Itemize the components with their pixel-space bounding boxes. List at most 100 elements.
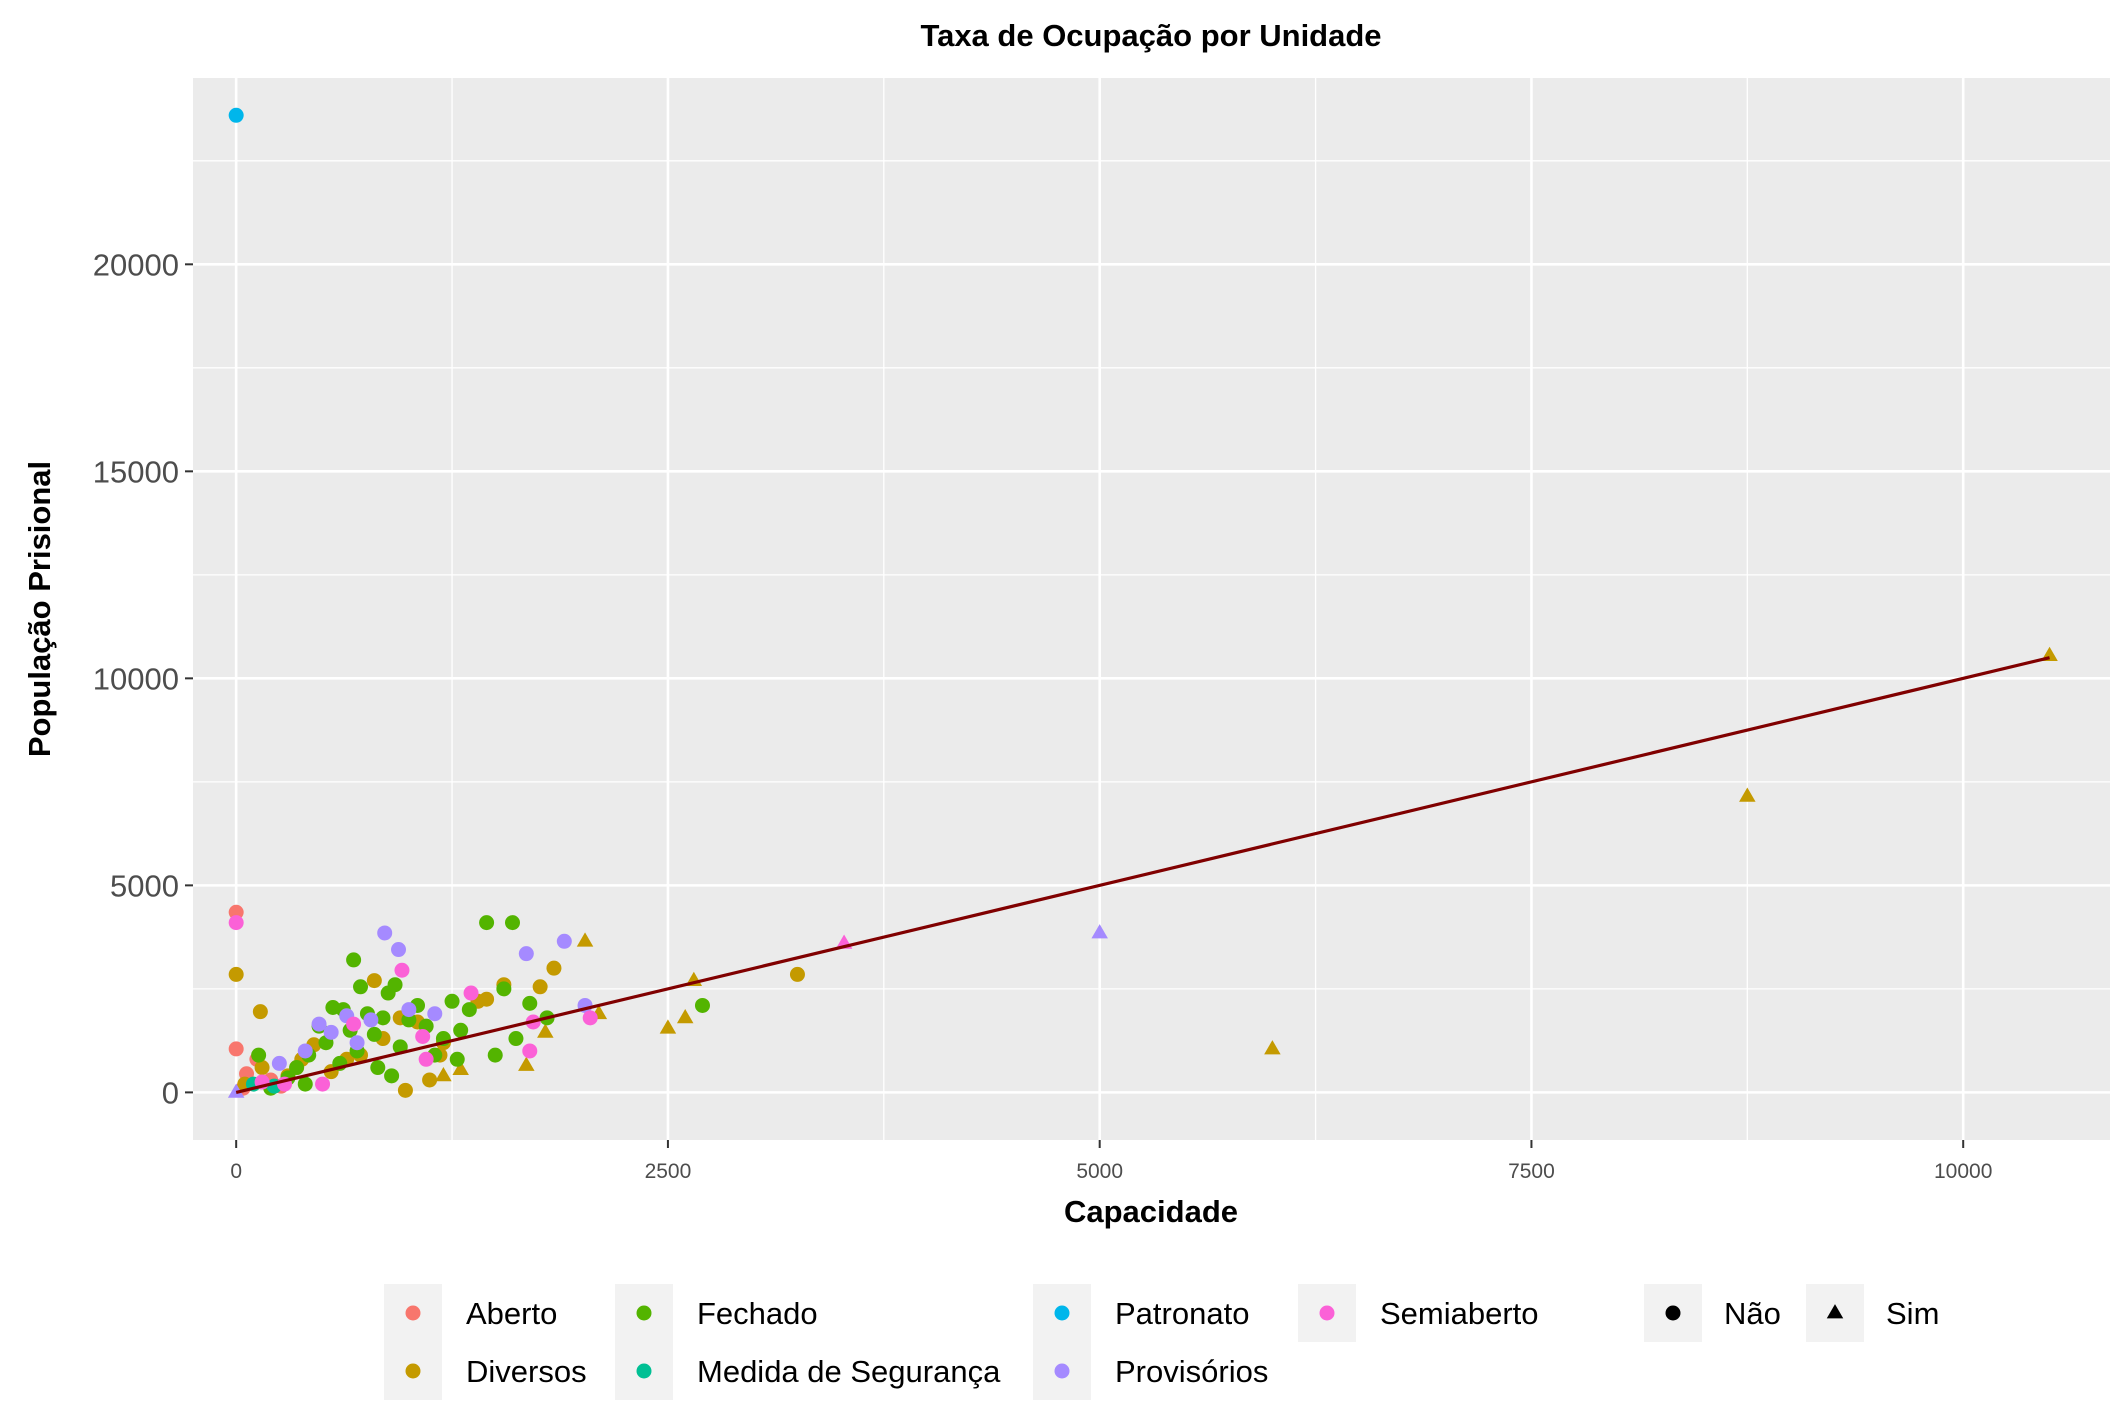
data-point [387, 977, 403, 993]
data-point [576, 932, 594, 947]
y-tick-label: 5000 [110, 868, 179, 903]
data-point [479, 991, 495, 1007]
data-point [452, 1060, 469, 1076]
data-point [377, 925, 393, 941]
y-tick-label: 10000 [93, 661, 179, 696]
legend-label: Diversos [466, 1354, 587, 1389]
data-point [659, 1019, 677, 1034]
data-point [384, 1068, 400, 1084]
data-point [1091, 924, 1108, 939]
legend-color-swatch [405, 1305, 421, 1321]
data-point [496, 981, 512, 997]
data-point [227, 1083, 245, 1098]
legend-label: Semiaberto [1380, 1296, 1539, 1331]
data-point [401, 1002, 417, 1018]
data-point [789, 966, 805, 982]
data-point [251, 1047, 267, 1063]
data-point [297, 1043, 313, 1059]
data-point [311, 1016, 327, 1032]
data-point [422, 1072, 438, 1088]
data-point [444, 993, 460, 1009]
data-point [1264, 1040, 1281, 1055]
data-point [1739, 787, 1756, 802]
legend-label: Sim [1886, 1296, 1939, 1331]
data-point [366, 1026, 382, 1042]
x-tick-label: 0 [230, 1160, 242, 1183]
grid-major [193, 78, 2110, 1140]
data-point [518, 1056, 535, 1071]
data-point [297, 1076, 313, 1092]
data-point [289, 1060, 305, 1076]
legend-item-medida-de-seguran-a: Medida de Segurança [615, 1342, 1001, 1400]
data-point [479, 915, 495, 931]
y-tick-label: 20000 [93, 247, 179, 282]
data-point [315, 1076, 331, 1092]
data-point [505, 915, 520, 931]
legend-item-n-o: Não [1644, 1284, 1781, 1342]
legend-color-swatch [1319, 1305, 1335, 1321]
data-point [449, 1051, 465, 1067]
data-point [487, 1047, 503, 1063]
data-point [415, 1028, 431, 1044]
trend-line [235, 656, 2050, 1094]
data-point [349, 1035, 365, 1051]
data-point [556, 933, 572, 949]
data-point [676, 1009, 694, 1024]
legend-item-semiaberto: Semiaberto [1298, 1284, 1539, 1342]
y-axis: 0 5000 10000 15000 20000 [93, 247, 193, 1110]
data-point [228, 904, 244, 920]
data-point [522, 1043, 538, 1059]
x-axis: 0 2500 5000 7500 10000 [230, 1140, 1992, 1183]
y-axis-title: População Prisional [22, 461, 57, 757]
legend-label: Fechado [697, 1296, 818, 1331]
legend-color-swatch [636, 1305, 652, 1321]
chart-title: Taxa de Ocupação por Unidade [920, 18, 1381, 53]
x-tick-label: 7500 [1508, 1160, 1555, 1183]
legend-item-provis-rios: Provisórios [1033, 1342, 1268, 1400]
data-point [518, 946, 534, 962]
data-point [228, 966, 244, 982]
y-tick-label: 0 [162, 1075, 179, 1110]
data-point [582, 1010, 598, 1026]
data-point [366, 973, 382, 989]
legend-color-swatch [1054, 1305, 1070, 1321]
legend-label: Medida de Segurança [697, 1354, 1001, 1389]
data-point [228, 915, 244, 931]
data-point [546, 960, 562, 976]
legend-item-diversos: Diversos [384, 1342, 587, 1400]
data-point [418, 1051, 434, 1067]
legend-color-swatch [405, 1363, 421, 1379]
data-point [346, 952, 362, 968]
legend-label: Aberto [466, 1296, 557, 1331]
legend-item-patronato: Patronato [1033, 1284, 1249, 1342]
data-point [394, 962, 410, 978]
data-point [463, 985, 479, 1001]
legend: Aberto Diversos Fechado Medida de Segurança… [384, 1284, 1939, 1400]
legend-item-fechado: Fechado [615, 1284, 818, 1342]
legend-label: Patronato [1115, 1296, 1249, 1331]
x-axis-title: Capacidade [1064, 1194, 1238, 1229]
data-point [391, 942, 407, 958]
data-point [435, 1066, 452, 1082]
data-point [271, 1055, 287, 1071]
data-point [427, 1006, 443, 1022]
legend-color-swatch [1054, 1363, 1070, 1379]
data-point [252, 1004, 268, 1020]
data-point [370, 1060, 386, 1076]
data-point [694, 997, 710, 1013]
data-point [346, 1016, 362, 1032]
x-tick-label: 5000 [1076, 1160, 1123, 1183]
data-point [537, 1023, 554, 1038]
data-point [532, 979, 548, 995]
data-point [508, 1031, 524, 1047]
x-tick-label: 10000 [1934, 1160, 1992, 1183]
legend-label: Não [1724, 1296, 1781, 1331]
y-tick-label: 15000 [93, 454, 179, 489]
data-point [522, 995, 538, 1011]
plot-panel [193, 78, 2110, 1140]
legend-shape-swatch [1826, 1304, 1844, 1319]
data-point [228, 1041, 244, 1057]
data-point [323, 1024, 339, 1040]
